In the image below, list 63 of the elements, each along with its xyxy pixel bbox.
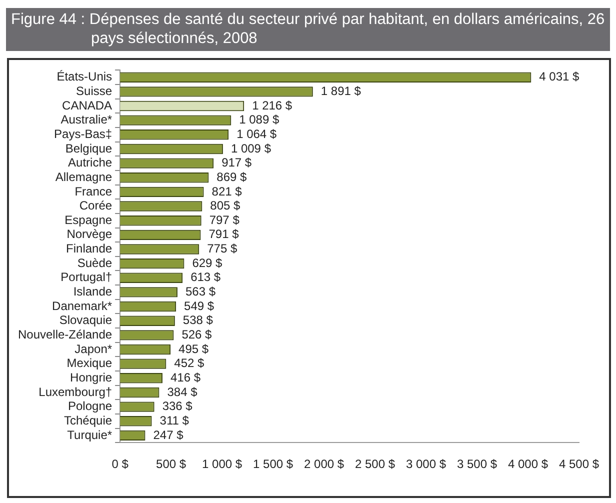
data-label: 1 216 $ <box>252 98 292 112</box>
data-label: 247 $ <box>153 428 184 442</box>
y-tick-label: Norvège <box>66 227 112 242</box>
y-tick-label: France <box>74 184 112 198</box>
x-tick-label: 0 $ <box>112 457 129 472</box>
data-label: 538 $ <box>182 313 214 328</box>
y-tick-label: Autriche <box>68 156 112 170</box>
data-label: 797 $ <box>209 212 240 227</box>
y-tick-label: CANADA <box>62 98 112 112</box>
y-tick-label: Suède <box>77 256 112 270</box>
data-label: 821 $ <box>212 184 242 198</box>
data-label: 526 $ <box>182 327 212 342</box>
x-tick-label: 1 500 $ <box>253 457 294 472</box>
data-label: 336 $ <box>162 399 193 414</box>
x-tick-label: 1 000 $ <box>202 457 242 472</box>
y-tick-label: Mexique <box>66 356 112 370</box>
y-tick-label: Australie* <box>60 112 112 127</box>
x-tick-label: 3 000 $ <box>406 457 446 472</box>
y-tick-label: Suisse <box>76 84 112 98</box>
data-label: 1 089 $ <box>239 112 280 127</box>
data-label: 791 $ <box>208 227 240 242</box>
data-label: 917 $ <box>222 156 252 170</box>
y-tick-label: Espagne <box>64 212 112 227</box>
data-label: 629 $ <box>192 256 223 270</box>
data-label: 563 $ <box>185 284 216 299</box>
y-tick-label: Nouvelle-Zélande <box>18 327 112 342</box>
data-label: 495 $ <box>178 342 209 356</box>
y-tick-label: Corée <box>79 198 112 213</box>
y-tick-label: Luxembourg† <box>38 384 112 399</box>
data-label: 613 $ <box>190 270 221 284</box>
data-label: 311 $ <box>160 413 190 428</box>
y-tick-label: Allemagne <box>55 170 112 184</box>
y-tick-label: Hongrie <box>70 370 112 384</box>
y-tick-label: Portugal† <box>60 270 112 284</box>
x-tick-label: 3 500 $ <box>456 457 498 472</box>
data-label: 775 $ <box>207 242 238 256</box>
data-label: 1 891 $ <box>320 84 362 98</box>
x-tick-label: 2 500 $ <box>354 457 396 472</box>
y-tick-label: Pologne <box>68 399 112 414</box>
y-tick-label: Tchéquie <box>64 413 112 428</box>
data-label: 452 $ <box>174 356 205 370</box>
y-tick-label: Slovaquie <box>59 313 112 328</box>
y-tick-label: Finlande <box>66 242 112 256</box>
x-tick-label: 500 $ <box>156 457 186 472</box>
y-tick-label: Japon* <box>74 342 112 356</box>
chart-title: Figure 44 : Dépenses de santé du secteur privé par habitant, en dollars américains, 26 pays sélectionnés, 2008 <box>6 8 610 51</box>
data-label: 1 064 $ <box>236 126 277 141</box>
y-tick-label: Belgique <box>65 141 112 156</box>
data-label: 549 $ <box>184 298 214 313</box>
data-label: 1 009 $ <box>230 141 272 156</box>
y-tick-label: Pays-Bas‡ <box>54 126 112 141</box>
data-label: 416 $ <box>170 370 201 384</box>
y-tick-label: Danemark* <box>52 298 112 313</box>
data-label: 4 031 $ <box>539 70 580 84</box>
data-label: 805 $ <box>210 198 241 213</box>
x-tick-label: 4 500 $ <box>558 457 600 472</box>
x-tick-label: 2 000 $ <box>304 457 344 472</box>
y-tick-label: Islande <box>73 284 112 299</box>
x-tick-label: 4 000 $ <box>508 457 548 472</box>
data-label: 384 $ <box>167 384 198 399</box>
y-tick-label: États-Unis <box>56 70 112 84</box>
data-label: 869 $ <box>216 170 248 184</box>
y-tick-label: Turquie* <box>67 428 112 442</box>
